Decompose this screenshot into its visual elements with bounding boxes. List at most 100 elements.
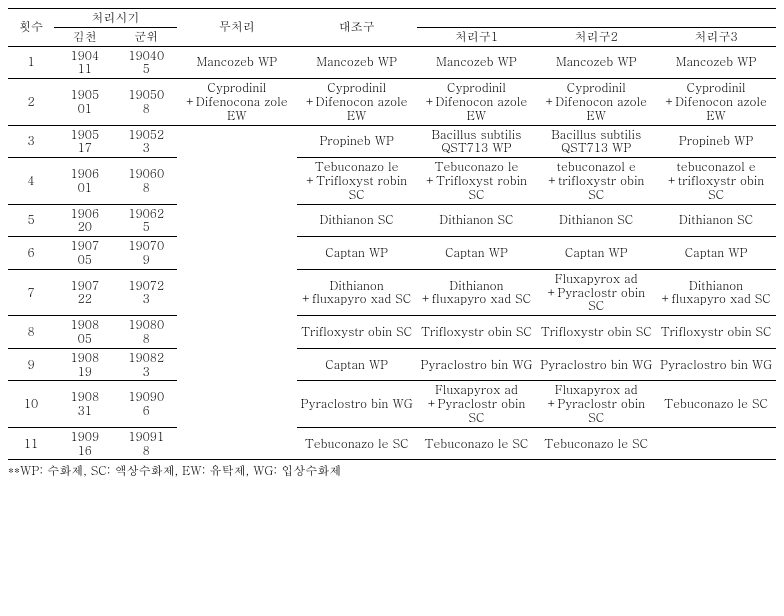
cell-num: 2 [8, 79, 54, 125]
cell-untreated [177, 158, 297, 204]
table-row: 6190705190709Captan WPCaptan WPCaptan WP… [8, 237, 776, 270]
cell-t3: Cyprodinil +Difenocon azole EW [656, 79, 776, 125]
table-row: 7190722190723 Dithianon +fluxapyro xad SC… [8, 269, 776, 315]
cell-untreated [177, 348, 297, 381]
cell-gimcheon: 190705 [54, 237, 115, 270]
cell-t1: Captan WP [417, 237, 537, 270]
table-row: 5190620190625Dithianon SCDithianon SCDit… [8, 204, 776, 237]
cell-t3: Tebuconazo le SC [656, 381, 776, 427]
col-treatments [417, 9, 776, 28]
cell-num: 6 [8, 237, 54, 270]
col-timing: 처리시기 [54, 9, 177, 28]
cell-gimcheon: 190805 [54, 316, 115, 349]
cell-t3: Dithianon +fluxapyro xad SC [656, 269, 776, 315]
cell-gimcheon: 190411 [54, 46, 115, 79]
cell-t1: Dithianon +fluxapyro xad SC [417, 269, 537, 315]
cell-t2: tebuconazol e +trifloxystr obin SC [536, 158, 656, 204]
cell-untreated [177, 381, 297, 427]
cell-num: 3 [8, 125, 54, 158]
table-body: 1190411190405Mancozeb WPMancozeb WPManco… [8, 46, 776, 460]
cell-t1: Mancozeb WP [417, 46, 537, 79]
cell-num: 4 [8, 158, 54, 204]
cell-t1: Tebuconazo le SC [417, 427, 537, 460]
cell-control: Tebuconazo le +Trifloxyst robin SC [297, 158, 417, 204]
col-gunwi: 군위 [116, 27, 177, 46]
cell-control: Propineb WP [297, 125, 417, 158]
col-t1: 처리구1 [417, 27, 537, 46]
cell-t1: Cyprodinil +Difenocon azole EW [417, 79, 537, 125]
cell-t3: Dithianon SC [656, 204, 776, 237]
cell-control: Pyraclostro bin WG [297, 381, 417, 427]
cell-control: Trifloxystr obin SC [297, 316, 417, 349]
footnote: **WP: 수화제, SC: 액상수화제, EW: 유탁제, WG: 입상수화제 [8, 462, 776, 479]
cell-t3: Mancozeb WP [656, 46, 776, 79]
cell-t3: Pyraclostro bin WG [656, 348, 776, 381]
cell-t2: Fluxapyrox ad +Pyraclostr obin SC [536, 269, 656, 315]
cell-gunwi: 190918 [116, 427, 177, 460]
cell-untreated [177, 125, 297, 158]
cell-gimcheon: 190501 [54, 79, 115, 125]
cell-num: 11 [8, 427, 54, 460]
cell-gunwi: 190723 [116, 269, 177, 315]
table-row: 1190411190405Mancozeb WPMancozeb WPManco… [8, 46, 776, 79]
cell-num: 9 [8, 348, 54, 381]
cell-t3: Trifloxystr obin SC [656, 316, 776, 349]
cell-gimcheon: 190916 [54, 427, 115, 460]
cell-t3: Propineb WP [656, 125, 776, 158]
cell-t2: Tebuconazo le SC [536, 427, 656, 460]
cell-t2: Captan WP [536, 237, 656, 270]
cell-control: Dithianon +fluxapyro xad SC [297, 269, 417, 315]
cell-untreated [177, 316, 297, 349]
cell-num: 7 [8, 269, 54, 315]
cell-untreated [177, 237, 297, 270]
cell-gunwi: 190808 [116, 316, 177, 349]
col-t2: 처리구2 [536, 27, 656, 46]
table-row: 11190916190918Tebuconazo le SCTebuconazo… [8, 427, 776, 460]
cell-control: Tebuconazo le SC [297, 427, 417, 460]
cell-gimcheon: 190620 [54, 204, 115, 237]
cell-num: 1 [8, 46, 54, 79]
cell-t1: Bacillus subtilis QST713 WP [417, 125, 537, 158]
cell-control: Cyprodinil +Difenocon azole EW [297, 79, 417, 125]
cell-t3: Captan WP [656, 237, 776, 270]
cell-t2: Pyraclostro bin WG [536, 348, 656, 381]
cell-gunwi: 190625 [116, 204, 177, 237]
cell-gunwi: 190508 [116, 79, 177, 125]
cell-t2: Fluxapyrox ad +Pyraclostr obin SC [536, 381, 656, 427]
cell-untreated [177, 204, 297, 237]
col-untreated: 무처리 [177, 9, 297, 47]
cell-t1: Trifloxystr obin SC [417, 316, 537, 349]
col-t3: 처리구3 [656, 27, 776, 46]
cell-untreated [177, 427, 297, 460]
cell-gimcheon: 190517 [54, 125, 115, 158]
cell-t2: Mancozeb WP [536, 46, 656, 79]
cell-gunwi: 190405 [116, 46, 177, 79]
cell-num: 10 [8, 381, 54, 427]
cell-control: Mancozeb WP [297, 46, 417, 79]
cell-untreated: Cyprodinil +Difenocona zole EW [177, 79, 297, 125]
cell-t1: Tebuconazo le +Trifloxyst robin SC [417, 158, 537, 204]
cell-gimcheon: 190831 [54, 381, 115, 427]
cell-t2: Trifloxystr obin SC [536, 316, 656, 349]
col-control: 대조구 [297, 9, 417, 47]
col-count: 횟수 [8, 9, 54, 47]
cell-gimcheon: 190819 [54, 348, 115, 381]
table-row: 4190601190608 Tebuconazo le +Trifloxyst r… [8, 158, 776, 204]
cell-gunwi: 190523 [116, 125, 177, 158]
cell-gimcheon: 190601 [54, 158, 115, 204]
cell-t3: tebuconazol e +trifloxystr obin SC [656, 158, 776, 204]
cell-control: Dithianon SC [297, 204, 417, 237]
cell-t2: Cyprodinil +Difenocon azole EW [536, 79, 656, 125]
table-row: 9190819190823Captan WPPyraclostro bin WG… [8, 348, 776, 381]
cell-control: Captan WP [297, 348, 417, 381]
cell-gunwi: 190823 [116, 348, 177, 381]
cell-gimcheon: 190722 [54, 269, 115, 315]
cell-control: Captan WP [297, 237, 417, 270]
cell-t1: Pyraclostro bin WG [417, 348, 537, 381]
table-row: 3190517190523Propineb WPBacillus subtili… [8, 125, 776, 158]
treatment-table: 횟수 처리시기 무처리 대조구 김천 군위 처리구1 처리구2 처리구3 119… [8, 8, 776, 460]
cell-num: 5 [8, 204, 54, 237]
cell-untreated: Mancozeb WP [177, 46, 297, 79]
cell-t1: Dithianon SC [417, 204, 537, 237]
cell-gunwi: 190608 [116, 158, 177, 204]
